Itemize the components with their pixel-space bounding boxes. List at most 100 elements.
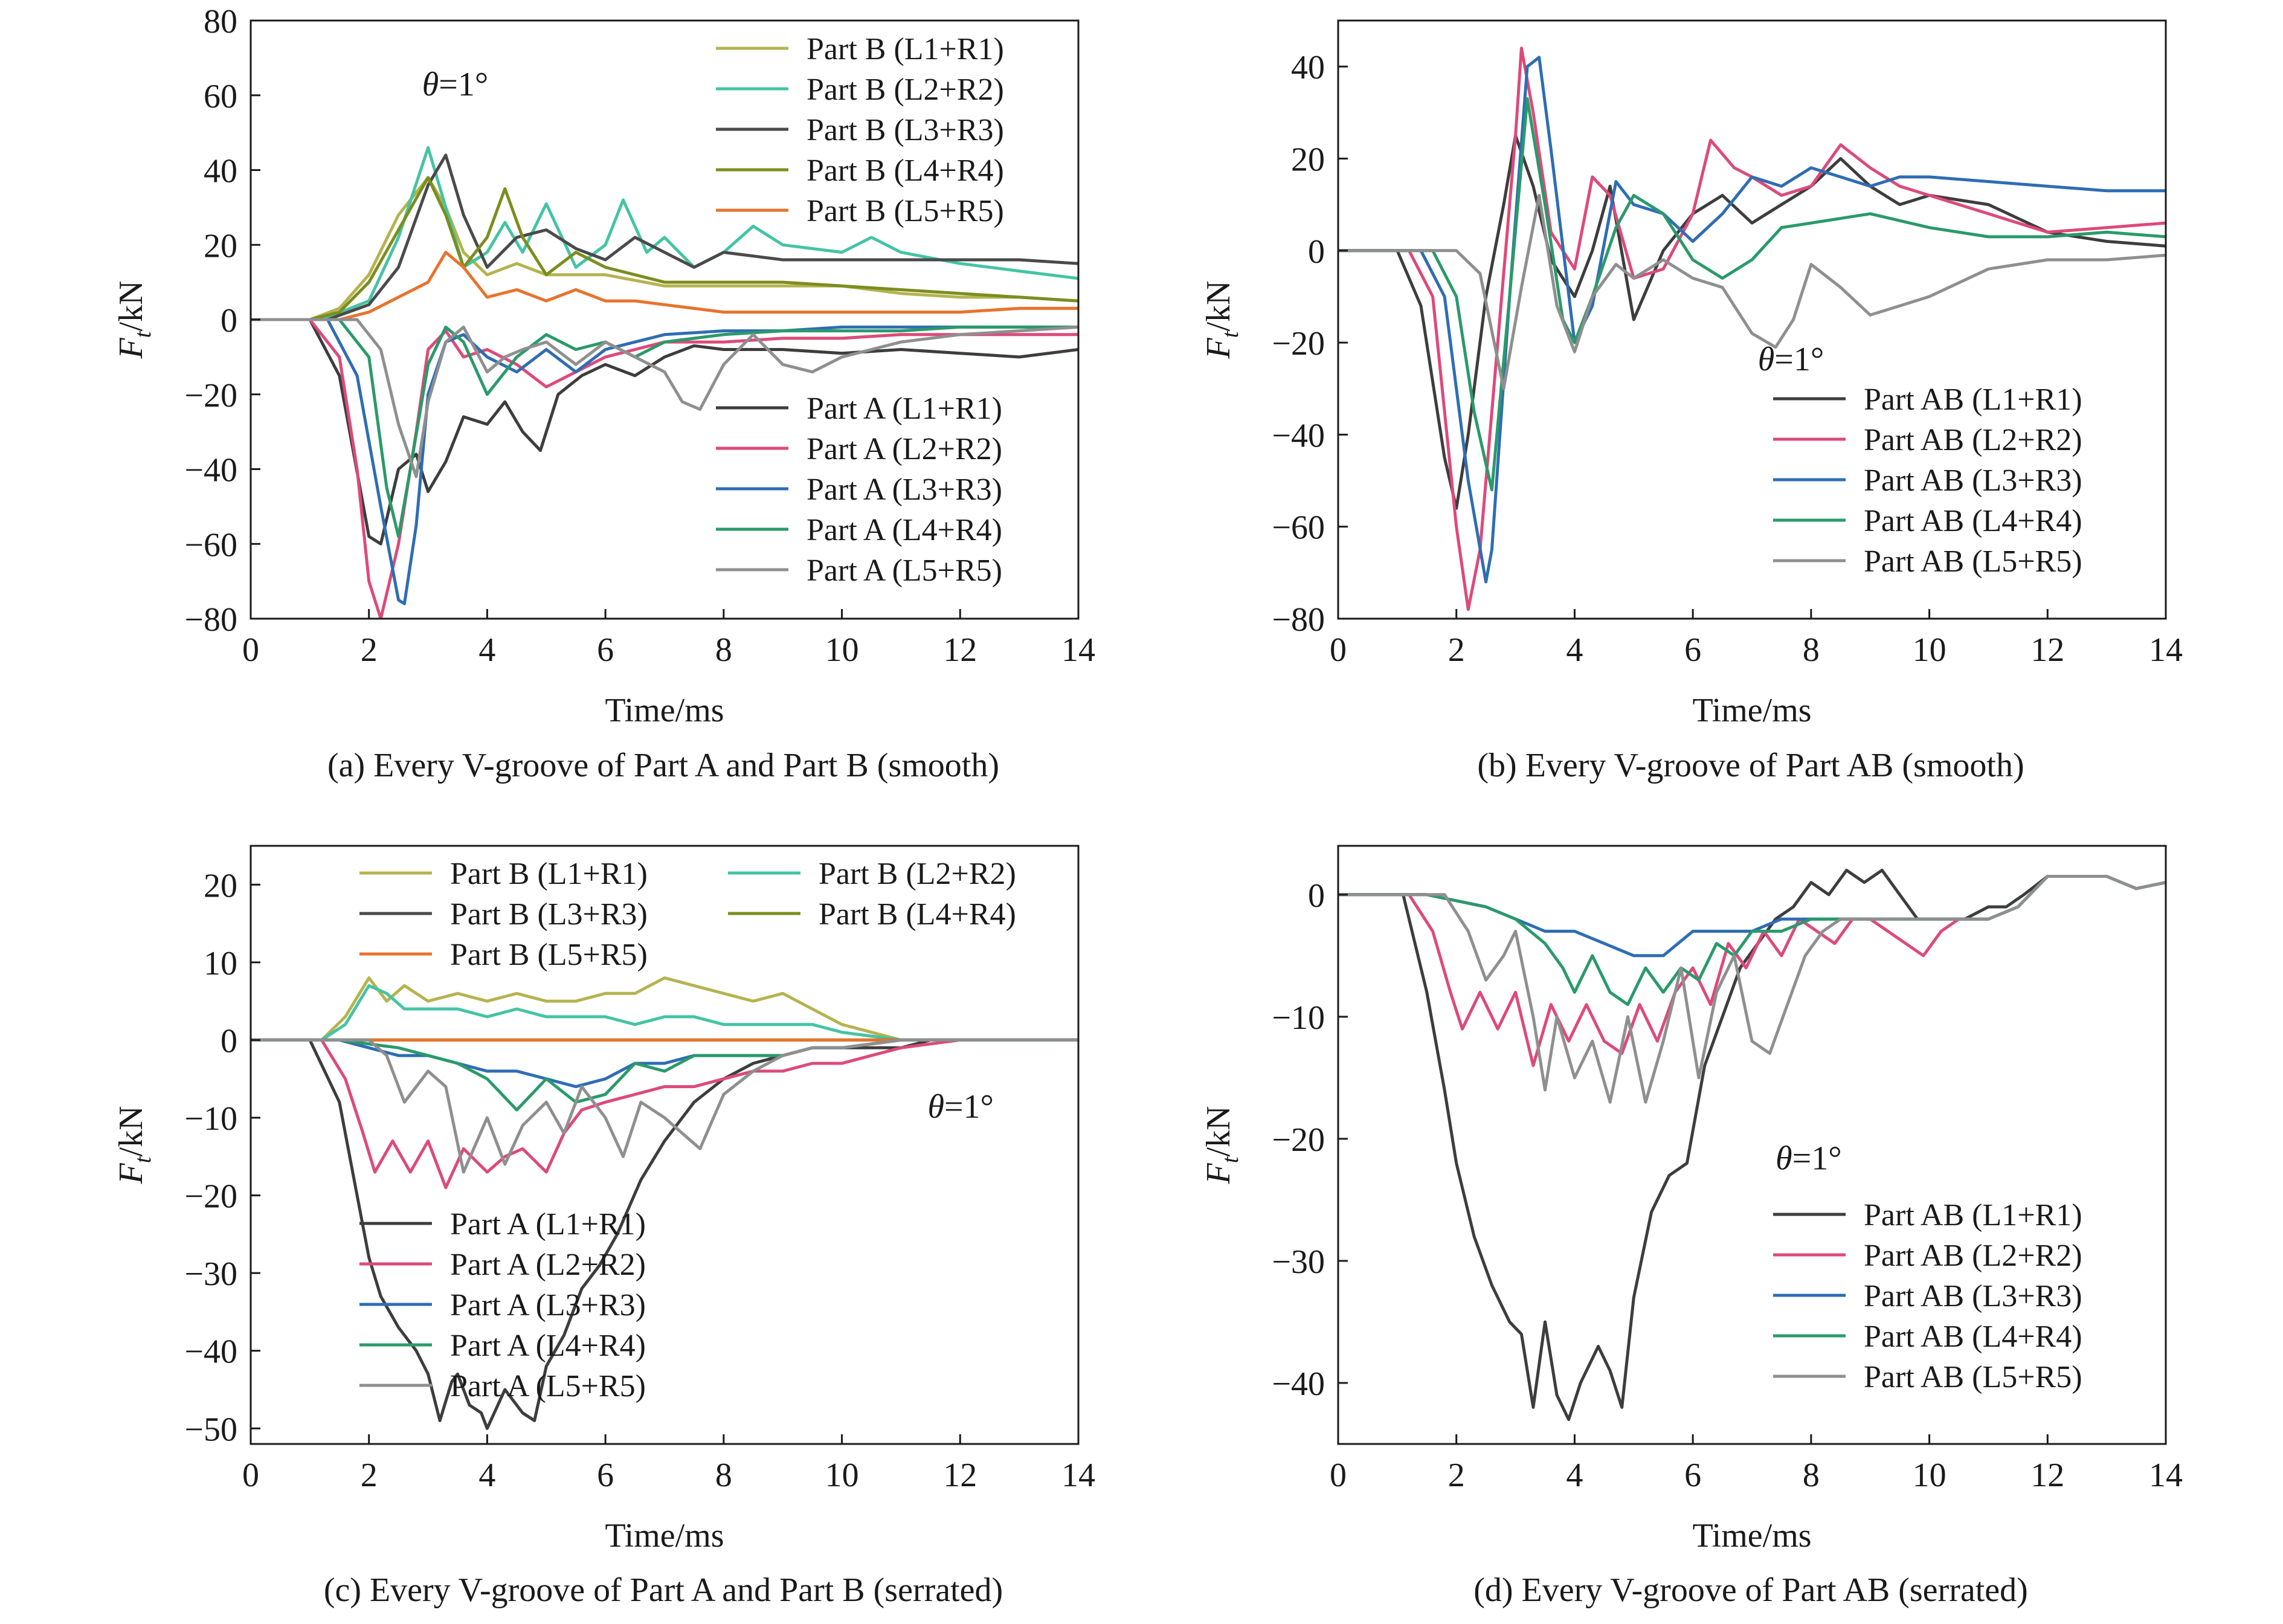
c-y-axis-label: Ft/kN [112, 1106, 156, 1184]
a-x-tick-label: 6 [597, 631, 614, 669]
a-series-line-4 [251, 176, 1078, 321]
a-y-tick-label: −80 [184, 601, 237, 639]
b-caption: (b) Every V-groove of Part AB (smooth) [1477, 747, 2024, 784]
b-y-tick-label: 0 [1308, 233, 1325, 271]
d-y-tick-label: −10 [1272, 999, 1325, 1037]
c-theta-annotation: θ=1° [927, 1088, 994, 1126]
c-legend-1: Part B (L1+R1) Part B (L2+R2) Part B (L3+R… [359, 857, 1016, 972]
c-y-tick-label: 10 [204, 945, 237, 982]
a-x-tick-label: 10 [825, 631, 859, 669]
b-series-line-4 [1338, 97, 2166, 492]
d-y-tick-label: −20 [1272, 1121, 1325, 1159]
d-y-axis-label: Ft/kN [1200, 1106, 1243, 1184]
a-x-tick-label: 0 [242, 631, 259, 669]
d-y-tick-label: −40 [1272, 1365, 1325, 1403]
d-x-tick-label: 2 [1448, 1457, 1465, 1494]
b-series-line-5 [1338, 193, 2166, 390]
d-series-line-3 [1338, 875, 2166, 958]
a-y-tick-label: 80 [204, 3, 237, 40]
a-x-tick-label: 8 [715, 631, 732, 669]
b-y-tick-label: −40 [1272, 417, 1325, 454]
c-y-tick-label: −20 [184, 1178, 237, 1216]
a-series-line-9 [251, 318, 1078, 538]
d-y-tick-label: −30 [1272, 1243, 1325, 1281]
a-legend-label: Part A (L4+R4) [807, 513, 1002, 547]
a-y-tick-label: 0 [221, 302, 237, 340]
a-y-tick-label: 40 [204, 153, 237, 190]
a-x-tick-label: 4 [478, 631, 495, 669]
b-legend-label: Part AB (L4+R4) [1864, 504, 2082, 538]
a-legend-label: Part B (L3+R3) [807, 113, 1004, 147]
d-legend-label: Part AB (L4+R4) [1864, 1320, 2082, 1354]
a-x-tick-label: 14 [1061, 631, 1095, 669]
d-x-tick-label: 0 [1330, 1457, 1347, 1494]
d-caption: (d) Every V-groove of Part AB (serrated) [1473, 1571, 2028, 1609]
panel-d: 0 2 4 6 8 10 12 14 −40 −30 −20 −10 0 Time/ms Ft/kN θ=1°… [1200, 845, 2183, 1609]
c-legend-label: Part B (L2+R2) [819, 857, 1016, 891]
b-legend-label: Part AB (L3+R3) [1864, 463, 2082, 498]
d-series-lines [1338, 868, 2166, 1422]
b-x-tick-label: 14 [2149, 631, 2183, 669]
c-series-line-2 [251, 984, 1078, 1042]
c-y-tick-label: −30 [184, 1255, 237, 1293]
d-x-tick-label: 8 [1803, 1457, 1820, 1494]
b-x-tick-label: 8 [1803, 631, 1820, 669]
a-legend-label: Part A (L1+R1) [807, 392, 1002, 426]
b-plot-frame [1337, 19, 2167, 620]
a-y-tick-label: −20 [184, 377, 237, 414]
a-y-tick-label: −40 [184, 452, 237, 489]
d-x-axis-label: Time/ms [1692, 1517, 1811, 1555]
d-x-tick-label: 4 [1566, 1457, 1583, 1494]
d-legend-label: Part AB (L2+R2) [1864, 1239, 2082, 1273]
a-legend-2: Part A (L1+R1) Part A (L2+R2) Part A (L3+R… [716, 392, 1002, 588]
c-y-tick-label: 0 [221, 1022, 237, 1060]
c-legend-label: Part A (L1+R1) [450, 1207, 646, 1242]
c-x-tick-label: 4 [478, 1457, 495, 1494]
d-series-line-4 [1338, 875, 2166, 1007]
a-legend-label: Part B (L2+R2) [807, 72, 1004, 107]
d-y-tick-label: 0 [1308, 877, 1325, 915]
c-y-tick-label: −50 [184, 1411, 237, 1448]
d-x-tick-label: 6 [1684, 1457, 1701, 1494]
b-legend-1: Part AB (L1+R1) Part AB (L2+R2) Part AB (L… [1773, 382, 2082, 579]
c-x-tick-label: 6 [597, 1457, 614, 1494]
panel-a: 0 2 4 6 8 10 12 14 −80 −60 −40 −20 0 20 40 60 80 Time/ms F… [112, 3, 1095, 784]
b-y-tick-label: −20 [1272, 325, 1325, 362]
b-legend-label: Part AB (L2+R2) [1864, 423, 2082, 457]
b-series-lines [1338, 47, 2166, 611]
panel-b: 0 2 4 6 8 10 12 14 −80 −60 −40 −20 0 20 40 Time/ms Ft/kN… [1200, 19, 2183, 784]
a-caption: (a) Every V-groove of Part A and Part B … [327, 747, 999, 784]
b-y-tick-label: −80 [1272, 601, 1325, 639]
b-series-line-3 [1338, 56, 2166, 584]
d-theta-annotation: θ=1° [1776, 1139, 1842, 1177]
b-x-tick-label: 2 [1448, 631, 1465, 669]
d-series-line-5 [1338, 875, 2166, 1104]
b-legend-label: Part AB (L5+R5) [1864, 544, 2082, 579]
c-legend-label: Part B (L5+R5) [450, 938, 648, 972]
a-theta-annotation: θ=1° [422, 66, 489, 103]
a-y-axis-label: Ft/kN [112, 280, 156, 359]
a-legend-label: Part B (L1+R1) [807, 32, 1004, 66]
c-legend-label: Part B (L1+R1) [450, 857, 648, 891]
a-legend-1: Part B (L1+R1) Part B (L2+R2) Part B (L3+R… [716, 32, 1004, 228]
b-series-line-2 [1338, 47, 2166, 611]
a-y-tick-label: 60 [204, 78, 237, 115]
b-x-tick-label: 10 [1913, 631, 1947, 669]
b-y-axis-label: Ft/kN [1200, 280, 1243, 359]
b-x-tick-label: 12 [2030, 631, 2064, 669]
c-legend-label: Part A (L3+R3) [450, 1288, 646, 1323]
a-legend-label: Part A (L5+R5) [807, 553, 1002, 588]
c-x-tick-label: 12 [943, 1457, 977, 1494]
b-x-tick-label: 4 [1566, 631, 1583, 669]
c-x-tick-label: 14 [1061, 1457, 1095, 1494]
b-y-tick-label: 20 [1291, 141, 1325, 178]
a-legend-label: Part A (L2+R2) [807, 432, 1002, 466]
d-series-line-1 [1338, 868, 2166, 1422]
a-series-lines [251, 146, 1078, 619]
b-x-tick-label: 6 [1684, 631, 1701, 669]
a-x-axis-label: Time/ms [605, 692, 724, 729]
d-x-tick-label: 12 [2030, 1457, 2064, 1494]
d-legend-label: Part AB (L3+R3) [1864, 1279, 2082, 1313]
a-y-tick-label: −60 [184, 526, 237, 564]
